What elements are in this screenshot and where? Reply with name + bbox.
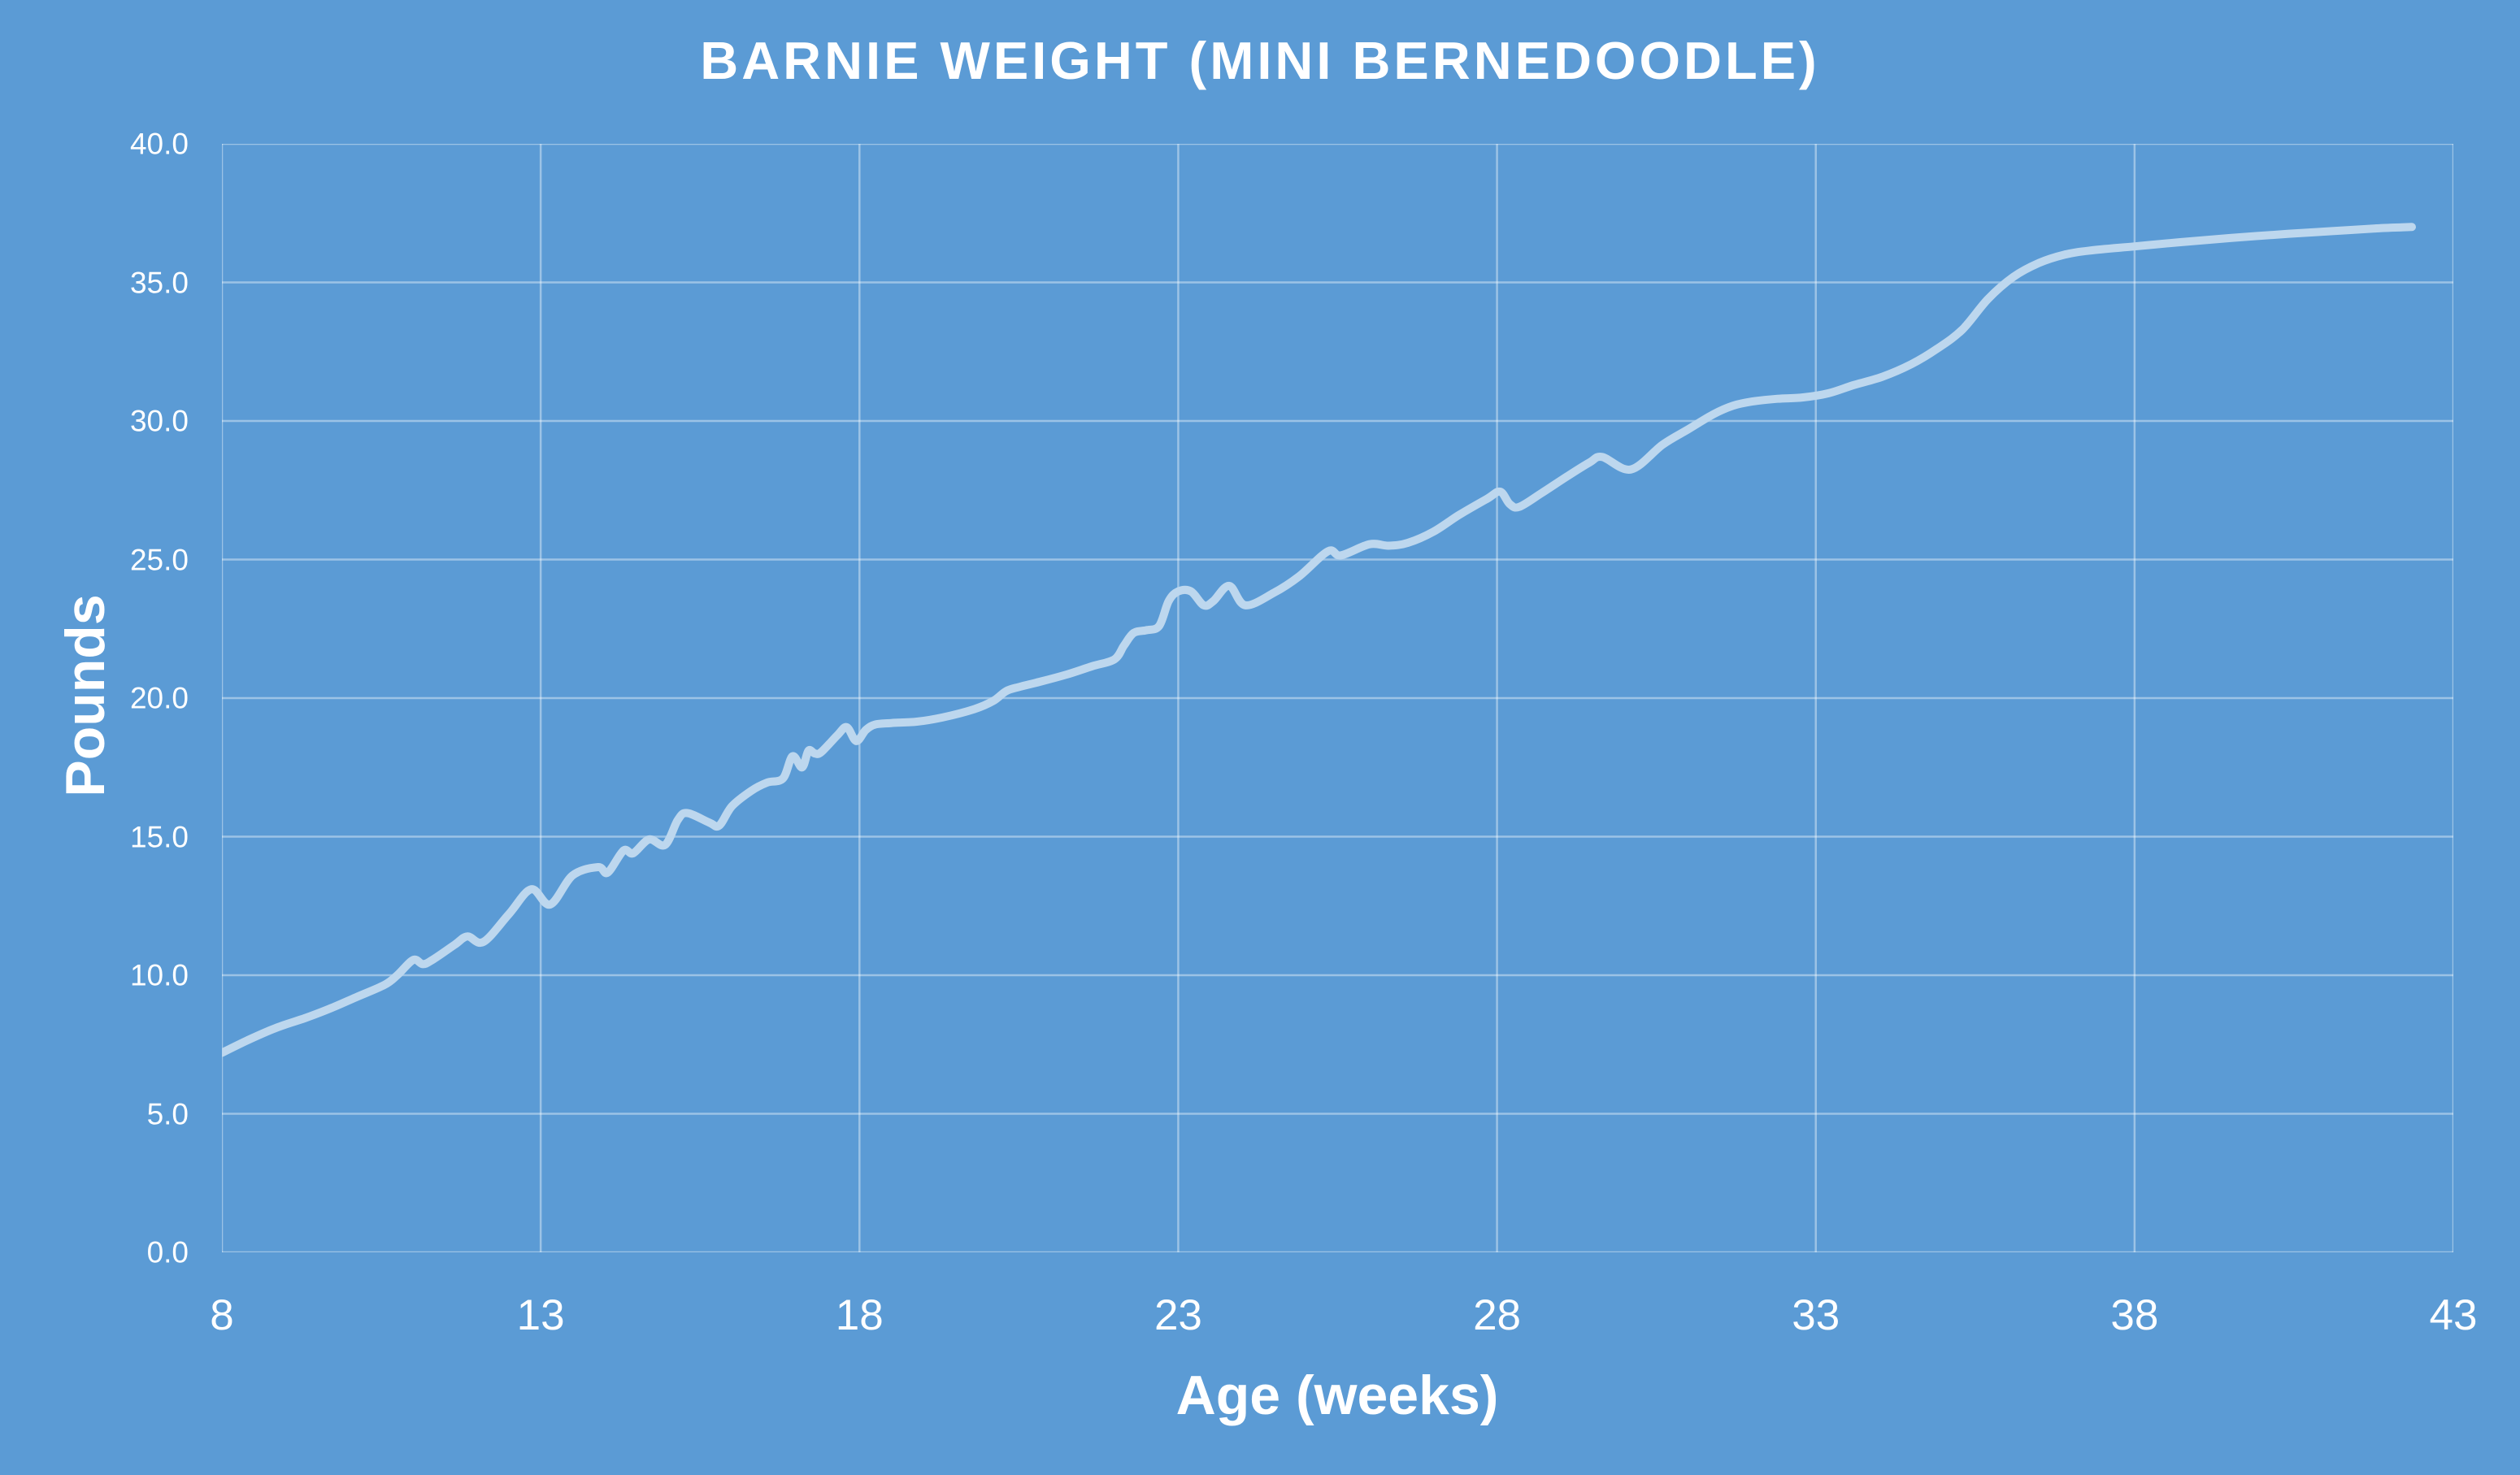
chart-title: BARNIE WEIGHT (MINI BERNEDOODLE) <box>700 31 1820 90</box>
y-tick-label: 10.0 <box>129 958 189 992</box>
x-tick-label: 8 <box>210 1291 234 1339</box>
x-tick-label: 38 <box>2110 1291 2159 1339</box>
y-tick-label: 20.0 <box>129 681 189 715</box>
y-tick-label: 40.0 <box>129 127 189 161</box>
x-tick-label: 28 <box>1473 1291 1522 1339</box>
weight-series-line <box>222 223 2416 1057</box>
x-tick-label: 23 <box>1154 1291 1202 1339</box>
x-tick-label: 18 <box>835 1291 884 1339</box>
x-tick-label: 13 <box>516 1291 565 1339</box>
x-tick-label: 33 <box>1792 1291 1840 1339</box>
y-tick-label: 30.0 <box>129 404 189 438</box>
x-tick-label: 43 <box>2429 1291 2478 1339</box>
x-axis-title: Age (weeks) <box>1175 1364 1499 1426</box>
y-tick-label: 25.0 <box>129 543 189 576</box>
plot-area <box>222 144 2453 1252</box>
y-tick-label: 0.0 <box>146 1235 189 1269</box>
y-tick-label: 5.0 <box>146 1097 189 1130</box>
y-tick-label: 35.0 <box>129 266 189 299</box>
y-tick-label: 15.0 <box>129 820 189 853</box>
